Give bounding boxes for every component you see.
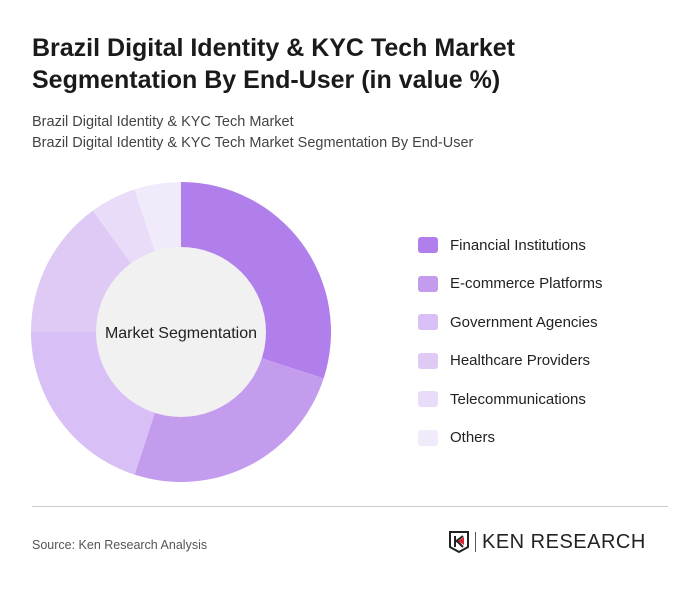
chart-title: Brazil Digital Identity & KYC Tech Marke… xyxy=(32,34,515,94)
legend: Financial Institutions E-commerce Platfor… xyxy=(418,226,603,457)
legend-swatch xyxy=(418,237,438,254)
legend-swatch xyxy=(418,352,438,369)
legend-item: Government Agencies xyxy=(418,303,603,342)
donut-chart: Market Segmentation xyxy=(31,182,332,482)
legend-item: E-commerce Platforms xyxy=(418,265,603,304)
legend-label: Others xyxy=(450,429,496,447)
divider xyxy=(32,506,668,507)
legend-swatch xyxy=(418,391,438,408)
legend-swatch xyxy=(418,314,438,331)
ken-logo-icon xyxy=(449,531,469,554)
ken-research-logo: KEN RESEARCH xyxy=(448,530,646,554)
donut-center xyxy=(96,247,266,417)
legend-swatch xyxy=(418,275,438,292)
legend-label: Healthcare Providers xyxy=(450,352,591,370)
legend-item: Telecommunications xyxy=(418,380,603,419)
subtitle-segmentation: Brazil Digital Identity & KYC Tech Marke… xyxy=(32,135,474,151)
legend-label: Government Agencies xyxy=(450,313,598,331)
legend-label: Telecommunications xyxy=(450,390,586,408)
legend-item: Healthcare Providers xyxy=(418,342,603,381)
logo-text: KEN RESEARCH xyxy=(482,530,646,553)
legend-item: Others xyxy=(418,419,603,458)
source-note: Source: Ken Research Analysis xyxy=(32,538,208,552)
legend-label: E-commerce Platforms xyxy=(450,275,603,293)
legend-item: Financial Institutions xyxy=(418,226,603,265)
center-label: Market Segmentation xyxy=(105,325,257,342)
subtitle-market: Brazil Digital Identity & KYC Tech Marke… xyxy=(32,114,294,130)
legend-label: Financial Institutions xyxy=(450,236,586,254)
legend-swatch xyxy=(418,429,438,446)
